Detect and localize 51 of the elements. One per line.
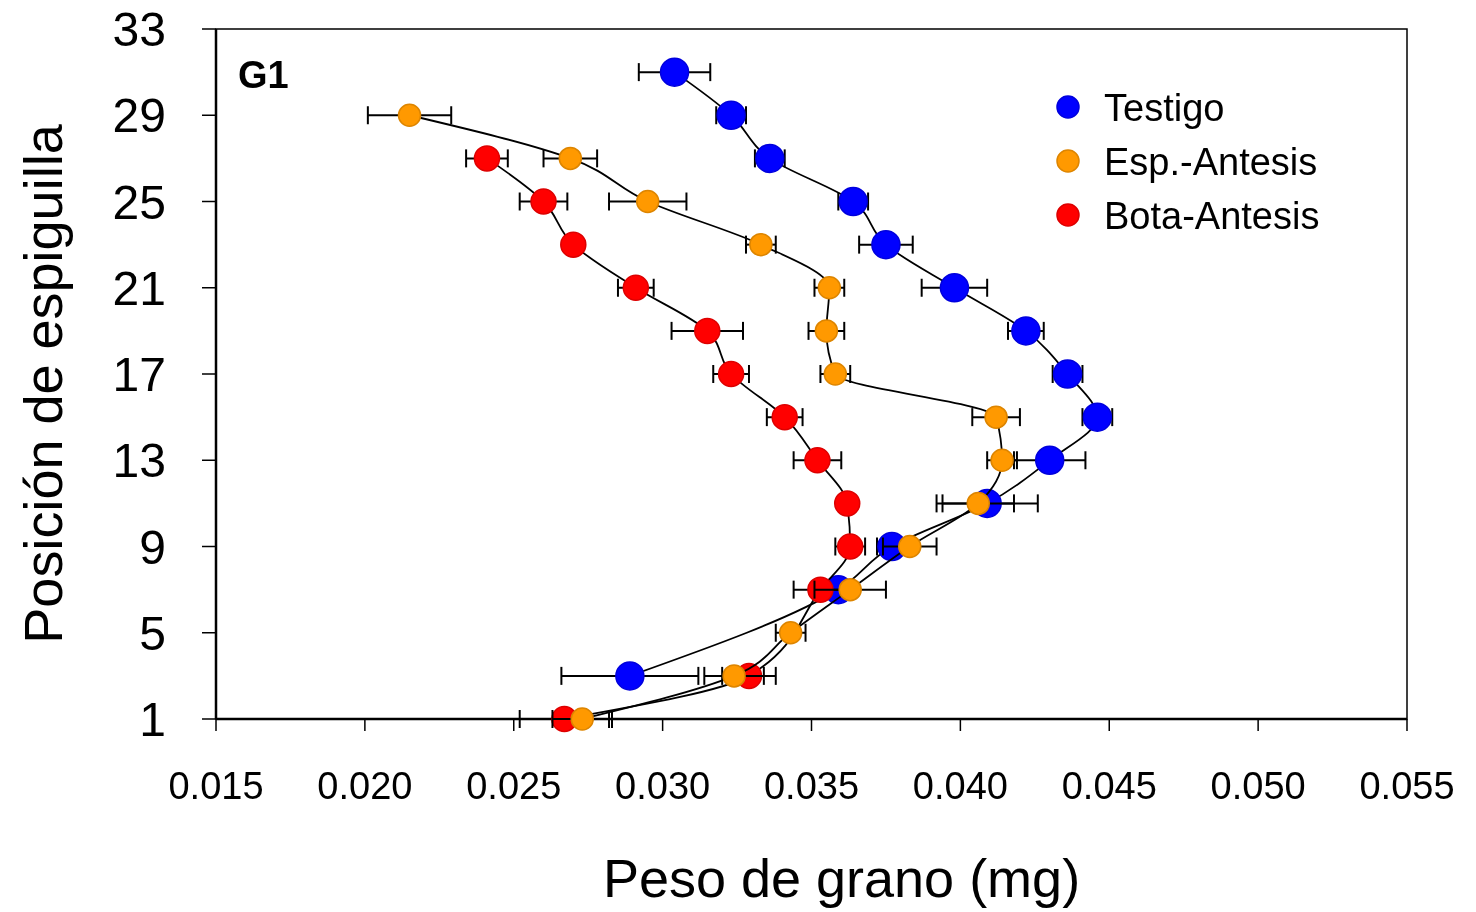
point [694,317,721,345]
legend-label: Bota-Antesis [1104,195,1320,237]
point [833,490,861,517]
x-tick-label: 0.040 [912,765,1008,807]
point [570,707,594,731]
legend-label: Testigo [1104,87,1225,129]
point [622,274,650,301]
x-tick-label: 0.045 [1061,765,1157,807]
point [771,403,798,431]
y-tick-label: 21 [112,261,166,315]
y-tick-label: 17 [112,348,166,401]
point [397,103,422,127]
point [659,57,690,87]
annotation: G1 [238,54,289,96]
point [1011,316,1041,346]
point [755,143,785,174]
y-tick-label: 5 [139,606,166,660]
point [1034,445,1065,475]
y-tick-label: 25 [112,175,166,229]
point [804,447,831,474]
y-tick-label: 9 [139,520,166,574]
point [898,534,922,559]
y-tick-label: 33 [112,3,166,56]
point [838,577,862,602]
x-tick-label: 0.055 [1359,765,1455,807]
point [635,189,660,214]
x-tick-label: 0.020 [317,765,413,807]
x-tick-label: 0.030 [615,765,711,807]
x-tick-label: 0.015 [168,765,264,807]
point [939,273,970,303]
point [749,232,773,257]
point [984,405,1008,429]
point [615,661,645,691]
point [722,664,746,688]
point [473,145,501,172]
x-tick-label: 0.035 [763,765,860,807]
point [814,319,839,343]
point [966,491,990,516]
y-tick-label: 13 [112,434,166,488]
y-tick-label: 29 [112,89,166,143]
legend-label: Esp.-Antesis [1104,141,1318,183]
point [530,188,557,215]
y-tick-label: 1 [139,693,166,746]
x-tick-label: 0.050 [1210,765,1306,807]
x-axis-title: Peso de grano (mg) [602,848,1081,908]
y-axis-title: Posición de espiguilla [13,123,73,644]
x-tick-label: 0.025 [466,765,562,807]
point [560,231,587,258]
point [717,360,745,388]
point [871,229,901,260]
point [558,146,583,171]
